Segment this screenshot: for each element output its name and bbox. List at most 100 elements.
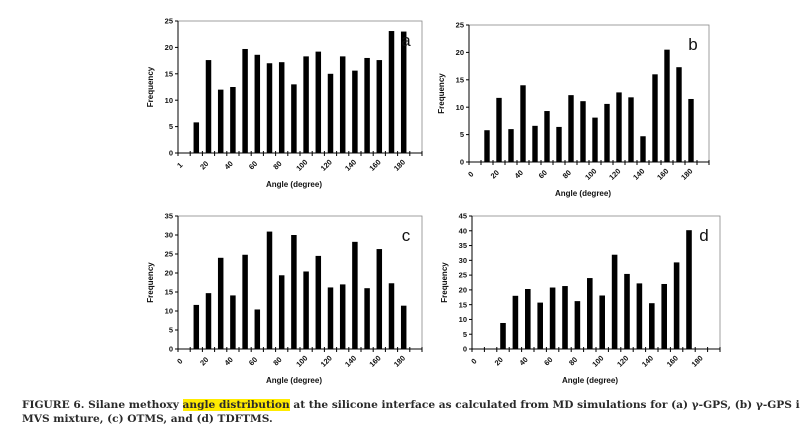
bar: [193, 304, 200, 349]
x-tick-label: 0: [469, 357, 478, 366]
x-tick-label: 0: [175, 357, 184, 366]
x-tick-label: 180: [679, 167, 694, 182]
plot-frame: [177, 20, 423, 154]
y-tick-label: 15: [459, 300, 467, 309]
y-tick-label: 10: [165, 307, 173, 316]
bar: [549, 287, 556, 349]
bar: [496, 97, 502, 162]
plot-frame: [177, 215, 423, 350]
bar: [686, 230, 692, 349]
bar: [242, 48, 248, 153]
bar: [544, 111, 550, 162]
y-tick-label: 0: [169, 149, 173, 158]
bar: [291, 84, 297, 153]
y-axis-title: Frequency: [440, 262, 449, 303]
bar: [676, 67, 682, 162]
bar: [624, 273, 630, 349]
bar: [568, 95, 574, 162]
y-tick-label: 15: [456, 75, 464, 84]
x-axis-title: Angle (degree): [266, 180, 322, 189]
bar: [339, 284, 346, 349]
bar: [254, 54, 261, 153]
bar: [520, 85, 526, 162]
bar: [205, 293, 212, 349]
bar: [388, 283, 395, 349]
y-tick-label: 5: [460, 130, 464, 139]
bar: [580, 101, 586, 162]
panel-label: d: [699, 226, 708, 245]
x-tick-label: 1: [175, 161, 184, 170]
x-tick-label: 60: [247, 159, 259, 171]
x-tick-label: 80: [271, 159, 283, 171]
bar: [327, 287, 334, 349]
caption-line-2: MVS mixture, (c) OTMS, and (d) TDFTMS.: [22, 412, 800, 426]
caption-text: FIGURE 6. Silane methoxy: [22, 399, 183, 411]
bar: [327, 73, 334, 153]
x-tick-label: 20: [489, 168, 501, 180]
panel-label: b: [688, 35, 697, 54]
y-tick-label: 45: [459, 212, 467, 221]
bar: [254, 309, 261, 349]
y-tick-label: 30: [459, 256, 467, 265]
y-tick-label: 20: [459, 285, 467, 294]
chart-panel-c: 0 5 10 15 20 25 30 35 0 20 40 60 80 100 120 140 160 180 An…: [146, 212, 423, 385]
bar: [574, 301, 581, 349]
bar: [484, 130, 490, 162]
x-tick-label: 180: [690, 354, 705, 369]
bar: [587, 278, 593, 349]
y-tick-label: 30: [165, 231, 173, 240]
x-tick-label: 80: [561, 168, 573, 180]
bar: [278, 62, 285, 153]
y-tick-label: 40: [459, 226, 467, 235]
x-tick-label: 120: [607, 167, 622, 182]
chart-panel-d: 0 5 10 15 20 25 30 35 40 45 0 20 40 60 80 100 120 140 160 1…: [440, 212, 721, 385]
bar: [537, 302, 543, 349]
bar: [315, 51, 322, 153]
bar: [315, 255, 322, 349]
bar: [230, 295, 236, 349]
x-tick-label: 100: [294, 158, 309, 173]
y-tick-label: 5: [463, 330, 467, 339]
bar: [217, 89, 224, 153]
bar: [599, 295, 605, 349]
y-tick-label: 20: [165, 269, 173, 278]
x-tick-label: 100: [583, 167, 598, 182]
bar: [532, 125, 538, 162]
bar: [661, 283, 667, 349]
bar: [230, 87, 236, 153]
bar: [400, 305, 407, 349]
x-tick-label: 0: [466, 170, 475, 179]
bar: [376, 60, 383, 153]
x-tick-label: 100: [590, 354, 605, 369]
x-tick-label: 120: [319, 354, 334, 369]
y-tick-label: 0: [463, 345, 467, 354]
bar: [303, 56, 309, 153]
x-tick-label: 140: [343, 158, 358, 173]
bar: [205, 60, 212, 153]
x-axis-title: Angle (degree): [266, 376, 322, 385]
bar: [636, 283, 643, 349]
bar: [611, 254, 618, 349]
bar: [376, 249, 383, 349]
y-tick-label: 5: [169, 326, 173, 335]
bar: [652, 74, 658, 162]
y-tick-label: 15: [165, 288, 173, 297]
x-tick-label: 80: [271, 355, 283, 367]
x-tick-label: 140: [631, 167, 646, 182]
bar: [688, 98, 694, 162]
x-tick-label: 120: [615, 354, 630, 369]
bar: [193, 122, 200, 153]
x-tick-label: 180: [392, 158, 407, 173]
y-axis-title: Frequency: [437, 73, 446, 114]
bar: [217, 257, 224, 349]
bar: [364, 288, 370, 349]
y-axis-title: Frequency: [146, 66, 155, 107]
x-tick-label: 40: [513, 168, 525, 180]
y-axis-title: Frequency: [146, 262, 155, 303]
y-tick-label: 20: [165, 43, 173, 52]
y-tick-label: 0: [169, 345, 173, 354]
y-tick-label: 25: [165, 250, 173, 259]
bar: [562, 286, 568, 349]
